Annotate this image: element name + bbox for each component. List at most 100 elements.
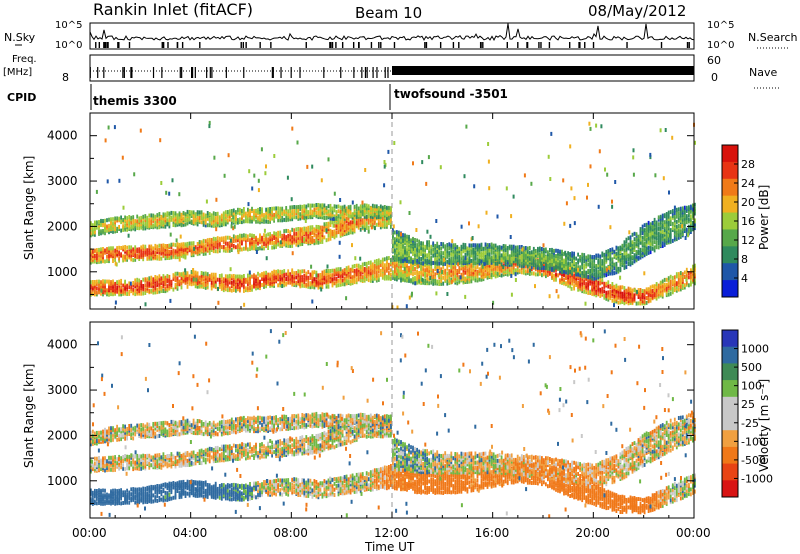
data-cell <box>176 276 179 281</box>
data-cell <box>132 291 135 296</box>
data-cell <box>182 211 185 215</box>
data-cell <box>343 214 346 219</box>
noise-traces <box>89 23 695 48</box>
data-cell <box>563 268 565 273</box>
data-cell <box>108 259 110 264</box>
data-cell <box>92 291 94 296</box>
data-cell <box>665 287 668 292</box>
data-cell <box>416 280 418 285</box>
data-cell <box>448 275 451 280</box>
noise-tick-left-top: 10^5 <box>55 20 82 31</box>
data-cell <box>418 275 420 280</box>
data-cell <box>345 219 348 224</box>
data-cell <box>599 267 602 271</box>
data-cell <box>200 210 203 215</box>
data-cell <box>466 248 469 253</box>
data-cell <box>90 233 92 238</box>
data-cell <box>615 261 618 266</box>
data-cell <box>315 237 318 242</box>
data-cell <box>470 245 473 250</box>
data-cell <box>516 259 519 264</box>
data-cell <box>114 222 116 227</box>
data-cell <box>128 219 131 224</box>
data-cell <box>110 225 112 230</box>
data-cell <box>418 248 420 253</box>
data-cell <box>180 221 183 226</box>
data-cell <box>317 211 320 216</box>
data-cell <box>249 273 251 277</box>
data-cell <box>361 218 364 223</box>
data-cell <box>583 259 586 264</box>
data-cell <box>414 248 416 252</box>
data-cell <box>434 272 437 277</box>
data-cell <box>490 268 493 273</box>
data-cell <box>301 208 304 213</box>
data-cell <box>152 253 155 257</box>
data-cell <box>341 231 344 236</box>
data-cell <box>512 254 515 259</box>
data-cell <box>547 258 549 263</box>
data-cell <box>480 245 483 250</box>
data-cell <box>210 280 213 285</box>
data-cell <box>365 203 368 208</box>
data-cell <box>559 278 561 283</box>
data-cell <box>102 249 104 254</box>
data-cell <box>615 270 618 275</box>
data-cell <box>134 289 137 293</box>
data-cell <box>452 249 455 254</box>
data-cell <box>545 274 547 279</box>
data-cell <box>446 273 449 278</box>
data-cell <box>484 245 487 250</box>
data-cell <box>224 274 227 279</box>
data-cell <box>259 213 261 217</box>
data-cell <box>571 251 573 256</box>
data-cell <box>571 278 573 283</box>
data-cell <box>563 258 565 263</box>
data-cell <box>394 256 396 260</box>
data-cell <box>291 239 294 244</box>
data-cell <box>239 274 241 279</box>
data-cell <box>142 253 145 258</box>
data-cell <box>164 224 167 229</box>
data-cell <box>94 226 96 231</box>
data-cell <box>398 256 400 261</box>
data-cell <box>136 253 139 258</box>
data-cell <box>200 282 203 287</box>
data-cell <box>361 210 364 215</box>
data-cell <box>162 216 165 221</box>
data-cell <box>331 283 334 288</box>
data-cell <box>476 269 479 274</box>
data-cell <box>319 211 322 216</box>
data-cell <box>388 205 390 210</box>
data-cell <box>565 281 567 286</box>
data-cell <box>579 285 581 290</box>
data-cell <box>468 255 471 260</box>
data-cell <box>504 244 507 249</box>
data-cell <box>559 251 561 256</box>
data-cell <box>377 218 380 223</box>
data-cell <box>273 240 275 245</box>
data-cell <box>476 251 479 255</box>
data-cell <box>243 233 245 238</box>
data-cell <box>615 288 618 293</box>
data-cell <box>377 215 380 219</box>
data-cell <box>114 251 116 256</box>
data-cell <box>144 226 147 231</box>
data-cell <box>534 265 537 270</box>
data-cell <box>96 286 98 291</box>
data-cell <box>593 282 596 287</box>
data-cell <box>629 249 632 254</box>
data-cell <box>690 274 692 279</box>
data-cell <box>198 210 201 215</box>
data-cell <box>204 251 207 256</box>
data-cell <box>396 248 398 253</box>
data-cell <box>154 286 157 290</box>
data-cell <box>599 277 602 282</box>
data-cell <box>361 262 364 267</box>
data-cell <box>343 230 346 235</box>
data-cell <box>404 235 406 240</box>
data-cell <box>357 210 360 215</box>
data-cell <box>456 273 459 278</box>
data-cell <box>484 254 487 259</box>
data-cell <box>337 274 340 279</box>
